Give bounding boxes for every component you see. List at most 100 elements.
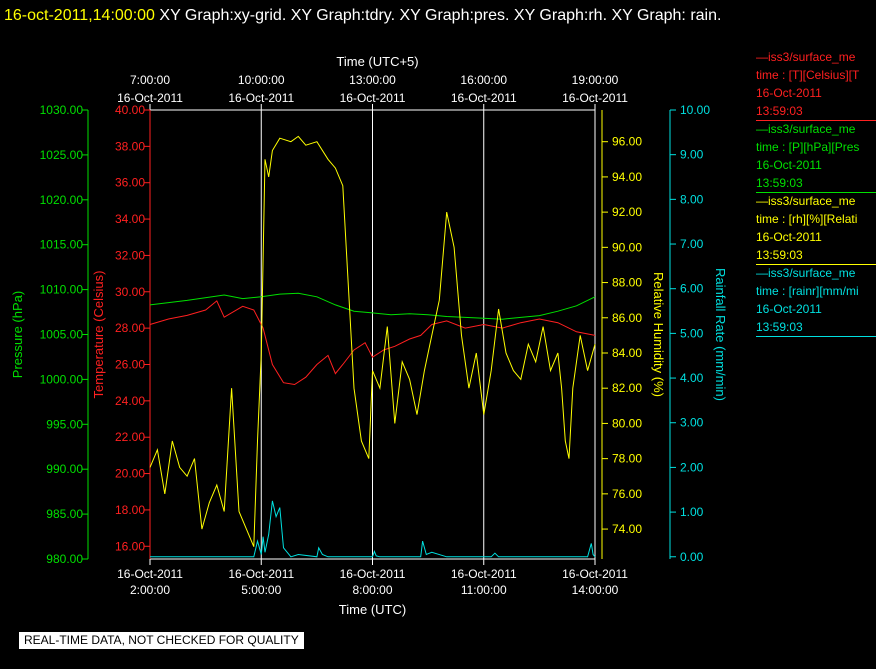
legend-series-name: —iss3/surface_me — [756, 194, 856, 208]
x-axis-label: Time (UTC) — [339, 602, 406, 617]
x-tick-time: 2:00:00 — [130, 583, 170, 597]
top-tick-date: 16-Oct-2011 — [562, 91, 628, 105]
top-tick-time: 16:00:00 — [460, 73, 507, 87]
legend-date: 16-Oct-2011 — [756, 302, 822, 316]
legend-temperature: —iss3/surface_me time : [T][Celsius][T 1… — [756, 48, 876, 121]
x-tick-time: 5:00:00 — [241, 583, 281, 597]
humidity-tick-label: 76.00 — [612, 487, 642, 501]
pressure-tick-label: 1025.00 — [40, 148, 84, 162]
temperature-tick-label: 16.00 — [115, 539, 145, 553]
humidity-tick-label: 86.00 — [612, 311, 642, 325]
top-tick-date: 16-Oct-2011 — [117, 91, 183, 105]
humidity-tick-label: 82.00 — [612, 381, 642, 395]
legend-series-var: time : [T][Celsius][T — [756, 68, 860, 82]
top-tick-time: 13:00:00 — [349, 73, 396, 87]
pressure-tick-label: 990.00 — [46, 462, 83, 476]
rain-tick-label: 4.00 — [680, 371, 704, 385]
legend-series-var: time : [rh][%][Relati — [756, 212, 858, 226]
pressure-tick-label: 985.00 — [46, 507, 83, 521]
x-tick-time: 14:00:00 — [572, 583, 619, 597]
pressure-tick-label: 980.00 — [46, 552, 83, 566]
top-tick-time: 10:00:00 — [238, 73, 285, 87]
rain-tick-label: 5.00 — [680, 326, 704, 340]
humidity-tick-label: 92.00 — [612, 205, 642, 219]
rain-axis-label: Rainfall Rate (mm/min) — [713, 268, 728, 401]
x-tick-date: 16-Oct-2011 — [451, 567, 517, 581]
temperature-tick-label: 30.00 — [115, 285, 145, 299]
x-tick-date: 16-Oct-2011 — [117, 567, 183, 581]
rain-tick-label: 1.00 — [680, 505, 704, 519]
x-tick-date: 16-Oct-2011 — [562, 567, 628, 581]
rain-tick-label: 8.00 — [680, 192, 704, 206]
temperature-axis-label: Temperature (Celsius) — [91, 271, 106, 399]
x-tick-date: 16-Oct-2011 — [228, 567, 294, 581]
top-tick-date: 16-Oct-2011 — [451, 91, 517, 105]
pressure-tick-label: 995.00 — [46, 417, 83, 431]
temperature-tick-label: 40.00 — [115, 103, 145, 117]
pressure-tick-label: 1010.00 — [40, 283, 84, 297]
top-tick-date: 16-Oct-2011 — [340, 91, 406, 105]
legend-rain: —iss3/surface_me time : [rainr][mm/mi 16… — [756, 264, 876, 337]
humidity-axis-label: Relative Humidity (%) — [651, 272, 666, 397]
humidity-tick-label: 88.00 — [612, 276, 642, 290]
rain-line — [150, 500, 596, 558]
legend-series-var: time : [rainr][mm/mi — [756, 284, 859, 298]
temperature-tick-label: 22.00 — [115, 430, 145, 444]
pressure-tick-label: 1005.00 — [40, 328, 84, 342]
legend-humidity: —iss3/surface_me time : [rh][%][Relati 1… — [756, 192, 876, 265]
rain-tick-label: 6.00 — [680, 282, 704, 296]
pressure-axis-label: Pressure (hPa) — [10, 291, 25, 378]
quality-notice: REAL-TIME DATA, NOT CHECKED FOR QUALITY — [19, 632, 304, 649]
rain-tick-label: 7.00 — [680, 237, 704, 251]
temperature-tick-label: 32.00 — [115, 248, 145, 262]
legend-time: 13:59:03 — [756, 320, 803, 334]
humidity-tick-label: 96.00 — [612, 135, 642, 149]
humidity-tick-label: 84.00 — [612, 346, 642, 360]
pressure-line — [149, 292, 596, 320]
rain-tick-label: 9.00 — [680, 148, 704, 162]
legend-separator — [756, 120, 876, 121]
legend-time: 13:59:03 — [756, 248, 803, 262]
pressure-tick-label: 1015.00 — [40, 238, 84, 252]
x-tick-date: 16-Oct-2011 — [340, 567, 406, 581]
legend-pressure: —iss3/surface_me time : [P][hPa][Pres 16… — [756, 120, 876, 193]
temperature-tick-label: 28.00 — [115, 321, 145, 335]
temperature-tick-label: 36.00 — [115, 176, 145, 190]
humidity-line — [149, 135, 596, 547]
temperature-tick-label: 20.00 — [115, 467, 145, 481]
pressure-tick-label: 1020.00 — [40, 193, 84, 207]
legend-date: 16-Oct-2011 — [756, 86, 822, 100]
legend-series-name: —iss3/surface_me — [756, 266, 856, 280]
legend-series-name: —iss3/surface_me — [756, 122, 856, 136]
top-tick-date: 16-Oct-2011 — [228, 91, 294, 105]
rain-tick-label: 10.00 — [680, 103, 710, 117]
temperature-tick-label: 26.00 — [115, 357, 145, 371]
legend-series-name: —iss3/surface_me — [756, 50, 856, 64]
temperature-line — [149, 300, 596, 386]
legend-date: 16-Oct-2011 — [756, 230, 822, 244]
graph-list: XY Graph:xy-grid. XY Graph:tdry. XY Grap… — [159, 7, 722, 24]
top-tick-time: 7:00:00 — [130, 73, 170, 87]
humidity-tick-label: 94.00 — [612, 170, 642, 184]
legend-separator — [756, 336, 876, 337]
x-tick-time: 8:00:00 — [352, 583, 392, 597]
rain-tick-label: 2.00 — [680, 460, 704, 474]
top-tick-time: 19:00:00 — [572, 73, 619, 87]
temperature-tick-label: 24.00 — [115, 394, 145, 408]
pressure-tick-label: 1030.00 — [40, 103, 84, 117]
timestamp: 16-oct-2011,14:00:00 — [4, 7, 155, 24]
x-tick-time: 11:00:00 — [461, 583, 507, 597]
legend-time: 13:59:03 — [756, 104, 803, 118]
temperature-tick-label: 34.00 — [115, 212, 145, 226]
rain-tick-label: 0.00 — [680, 550, 704, 564]
legend-separator — [756, 264, 876, 265]
legend-time: 13:59:03 — [756, 176, 803, 190]
pressure-tick-label: 1000.00 — [40, 372, 84, 386]
legend-date: 16-Oct-2011 — [756, 158, 822, 172]
rain-tick-label: 3.00 — [680, 416, 704, 430]
humidity-tick-label: 80.00 — [612, 416, 642, 430]
humidity-tick-label: 74.00 — [612, 522, 642, 536]
humidity-tick-label: 78.00 — [612, 452, 642, 466]
legend-series-var: time : [P][hPa][Pres — [756, 140, 860, 154]
